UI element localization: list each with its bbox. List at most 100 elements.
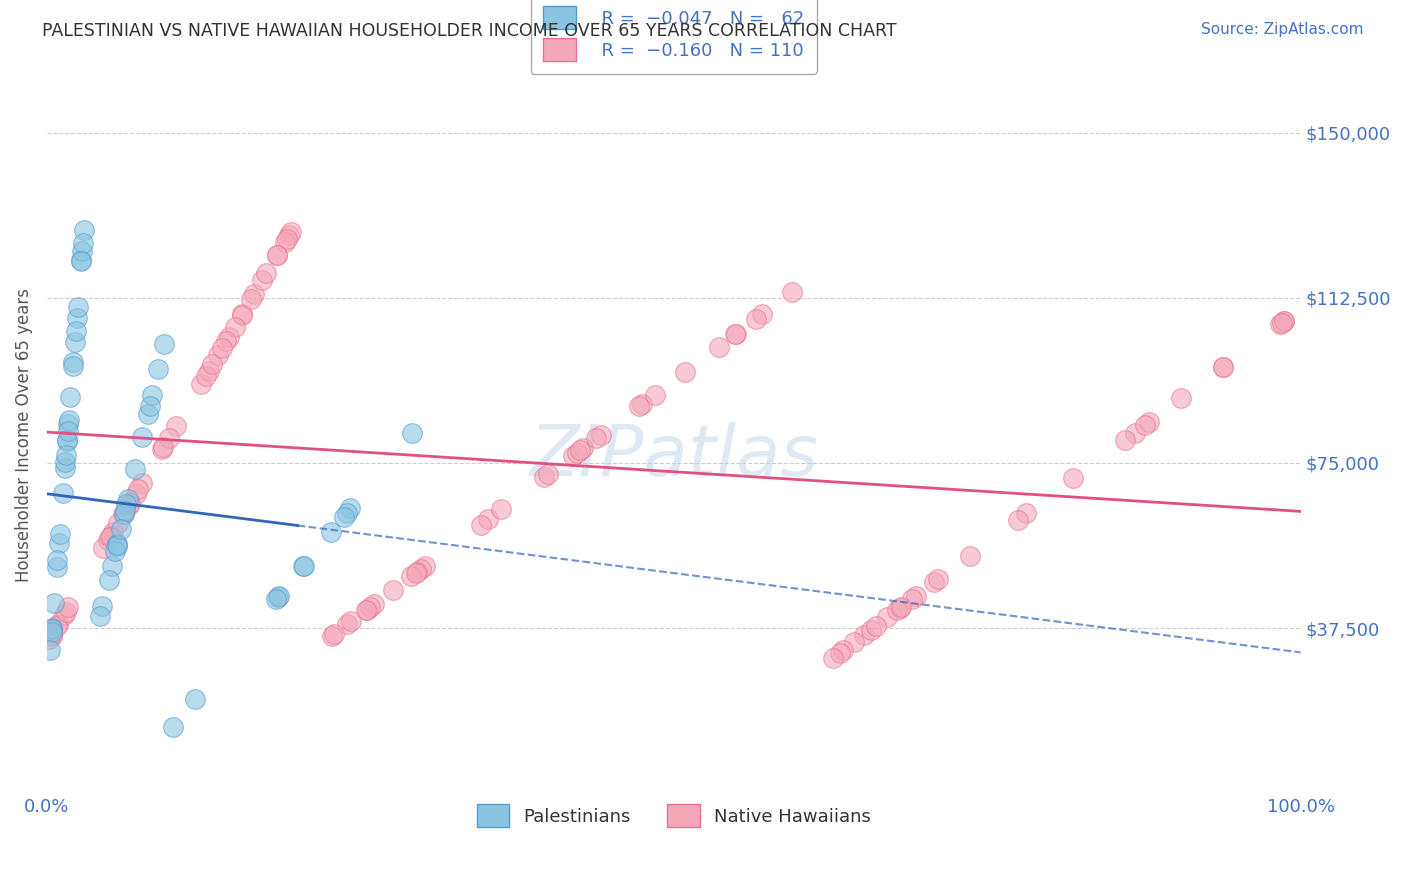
Point: [890, 599, 912, 614]
Point: [157, 431, 180, 445]
Point: [38, 632, 60, 647]
Point: [118, 496, 141, 510]
Point: [58, 600, 80, 615]
Point: [124, 462, 146, 476]
Point: [477, 512, 499, 526]
Point: [276, 232, 298, 246]
Y-axis label: Householder Income Over 65 years: Householder Income Over 65 years: [15, 288, 32, 582]
Point: [1133, 418, 1156, 433]
Point: [110, 522, 132, 536]
Point: [405, 566, 427, 580]
Point: [89, 608, 111, 623]
Point: [112, 507, 135, 521]
Point: [45, 560, 67, 574]
Point: [1272, 314, 1295, 328]
Point: [117, 492, 139, 507]
Point: [876, 610, 898, 624]
Point: [98, 530, 121, 544]
Point: [630, 397, 652, 411]
Point: [101, 524, 124, 539]
Point: [58, 417, 80, 431]
Point: [115, 498, 138, 512]
Point: [405, 565, 427, 579]
Point: [332, 509, 354, 524]
Point: [1137, 415, 1160, 429]
Point: [118, 499, 141, 513]
Point: [65, 324, 87, 338]
Point: [292, 558, 315, 573]
Point: [63, 335, 86, 350]
Point: [218, 330, 240, 344]
Point: [266, 248, 288, 262]
Point: [821, 651, 844, 665]
Point: [321, 524, 343, 539]
Point: [231, 308, 253, 322]
Point: [105, 537, 128, 551]
Point: [136, 407, 159, 421]
Point: [162, 720, 184, 734]
Point: [41, 628, 63, 642]
Point: [58, 412, 80, 426]
Point: [354, 603, 377, 617]
Point: [340, 614, 363, 628]
Point: [70, 253, 93, 268]
Point: [56, 434, 79, 448]
Point: [572, 441, 595, 455]
Point: [1268, 317, 1291, 331]
Point: [207, 348, 229, 362]
Point: [569, 442, 592, 457]
Point: [363, 598, 385, 612]
Point: [41, 625, 63, 640]
Point: [41, 623, 63, 637]
Point: [266, 592, 288, 607]
Point: [125, 486, 148, 500]
Point: [336, 617, 359, 632]
Point: [323, 627, 346, 641]
Point: [70, 244, 93, 258]
Point: [53, 455, 76, 469]
Point: [91, 599, 114, 614]
Point: [52, 486, 75, 500]
Point: [48, 536, 70, 550]
Point: [1212, 359, 1234, 374]
Point: [1271, 316, 1294, 330]
Point: [197, 363, 219, 377]
Point: [56, 434, 79, 448]
Point: [1015, 507, 1038, 521]
Point: [842, 635, 865, 649]
Text: PALESTINIAN VS NATIVE HAWAIIAN HOUSEHOLDER INCOME OVER 65 YEARS CORRELATION CHAR: PALESTINIAN VS NATIVE HAWAIIAN HOUSEHOLD…: [42, 22, 897, 40]
Point: [409, 562, 432, 576]
Point: [565, 446, 588, 460]
Legend: Palestinians, Native Hawaiians: Palestinians, Native Hawaiians: [470, 797, 879, 834]
Point: [70, 253, 93, 268]
Text: Source: ZipAtlas.com: Source: ZipAtlas.com: [1201, 22, 1364, 37]
Point: [470, 517, 492, 532]
Point: [627, 400, 650, 414]
Point: [211, 341, 233, 355]
Point: [55, 605, 77, 619]
Point: [66, 310, 89, 325]
Point: [62, 359, 84, 374]
Point: [131, 430, 153, 444]
Point: [138, 399, 160, 413]
Point: [59, 390, 82, 404]
Point: [224, 319, 246, 334]
Point: [744, 312, 766, 326]
Point: [254, 267, 277, 281]
Point: [278, 227, 301, 242]
Point: [274, 235, 297, 249]
Point: [114, 504, 136, 518]
Point: [266, 248, 288, 262]
Point: [1212, 359, 1234, 374]
Point: [267, 590, 290, 604]
Point: [184, 691, 207, 706]
Point: [194, 368, 217, 383]
Point: [153, 336, 176, 351]
Point: [382, 582, 405, 597]
Point: [922, 575, 945, 590]
Point: [900, 592, 922, 607]
Point: [100, 529, 122, 543]
Point: [105, 539, 128, 553]
Point: [48, 527, 70, 541]
Point: [105, 537, 128, 551]
